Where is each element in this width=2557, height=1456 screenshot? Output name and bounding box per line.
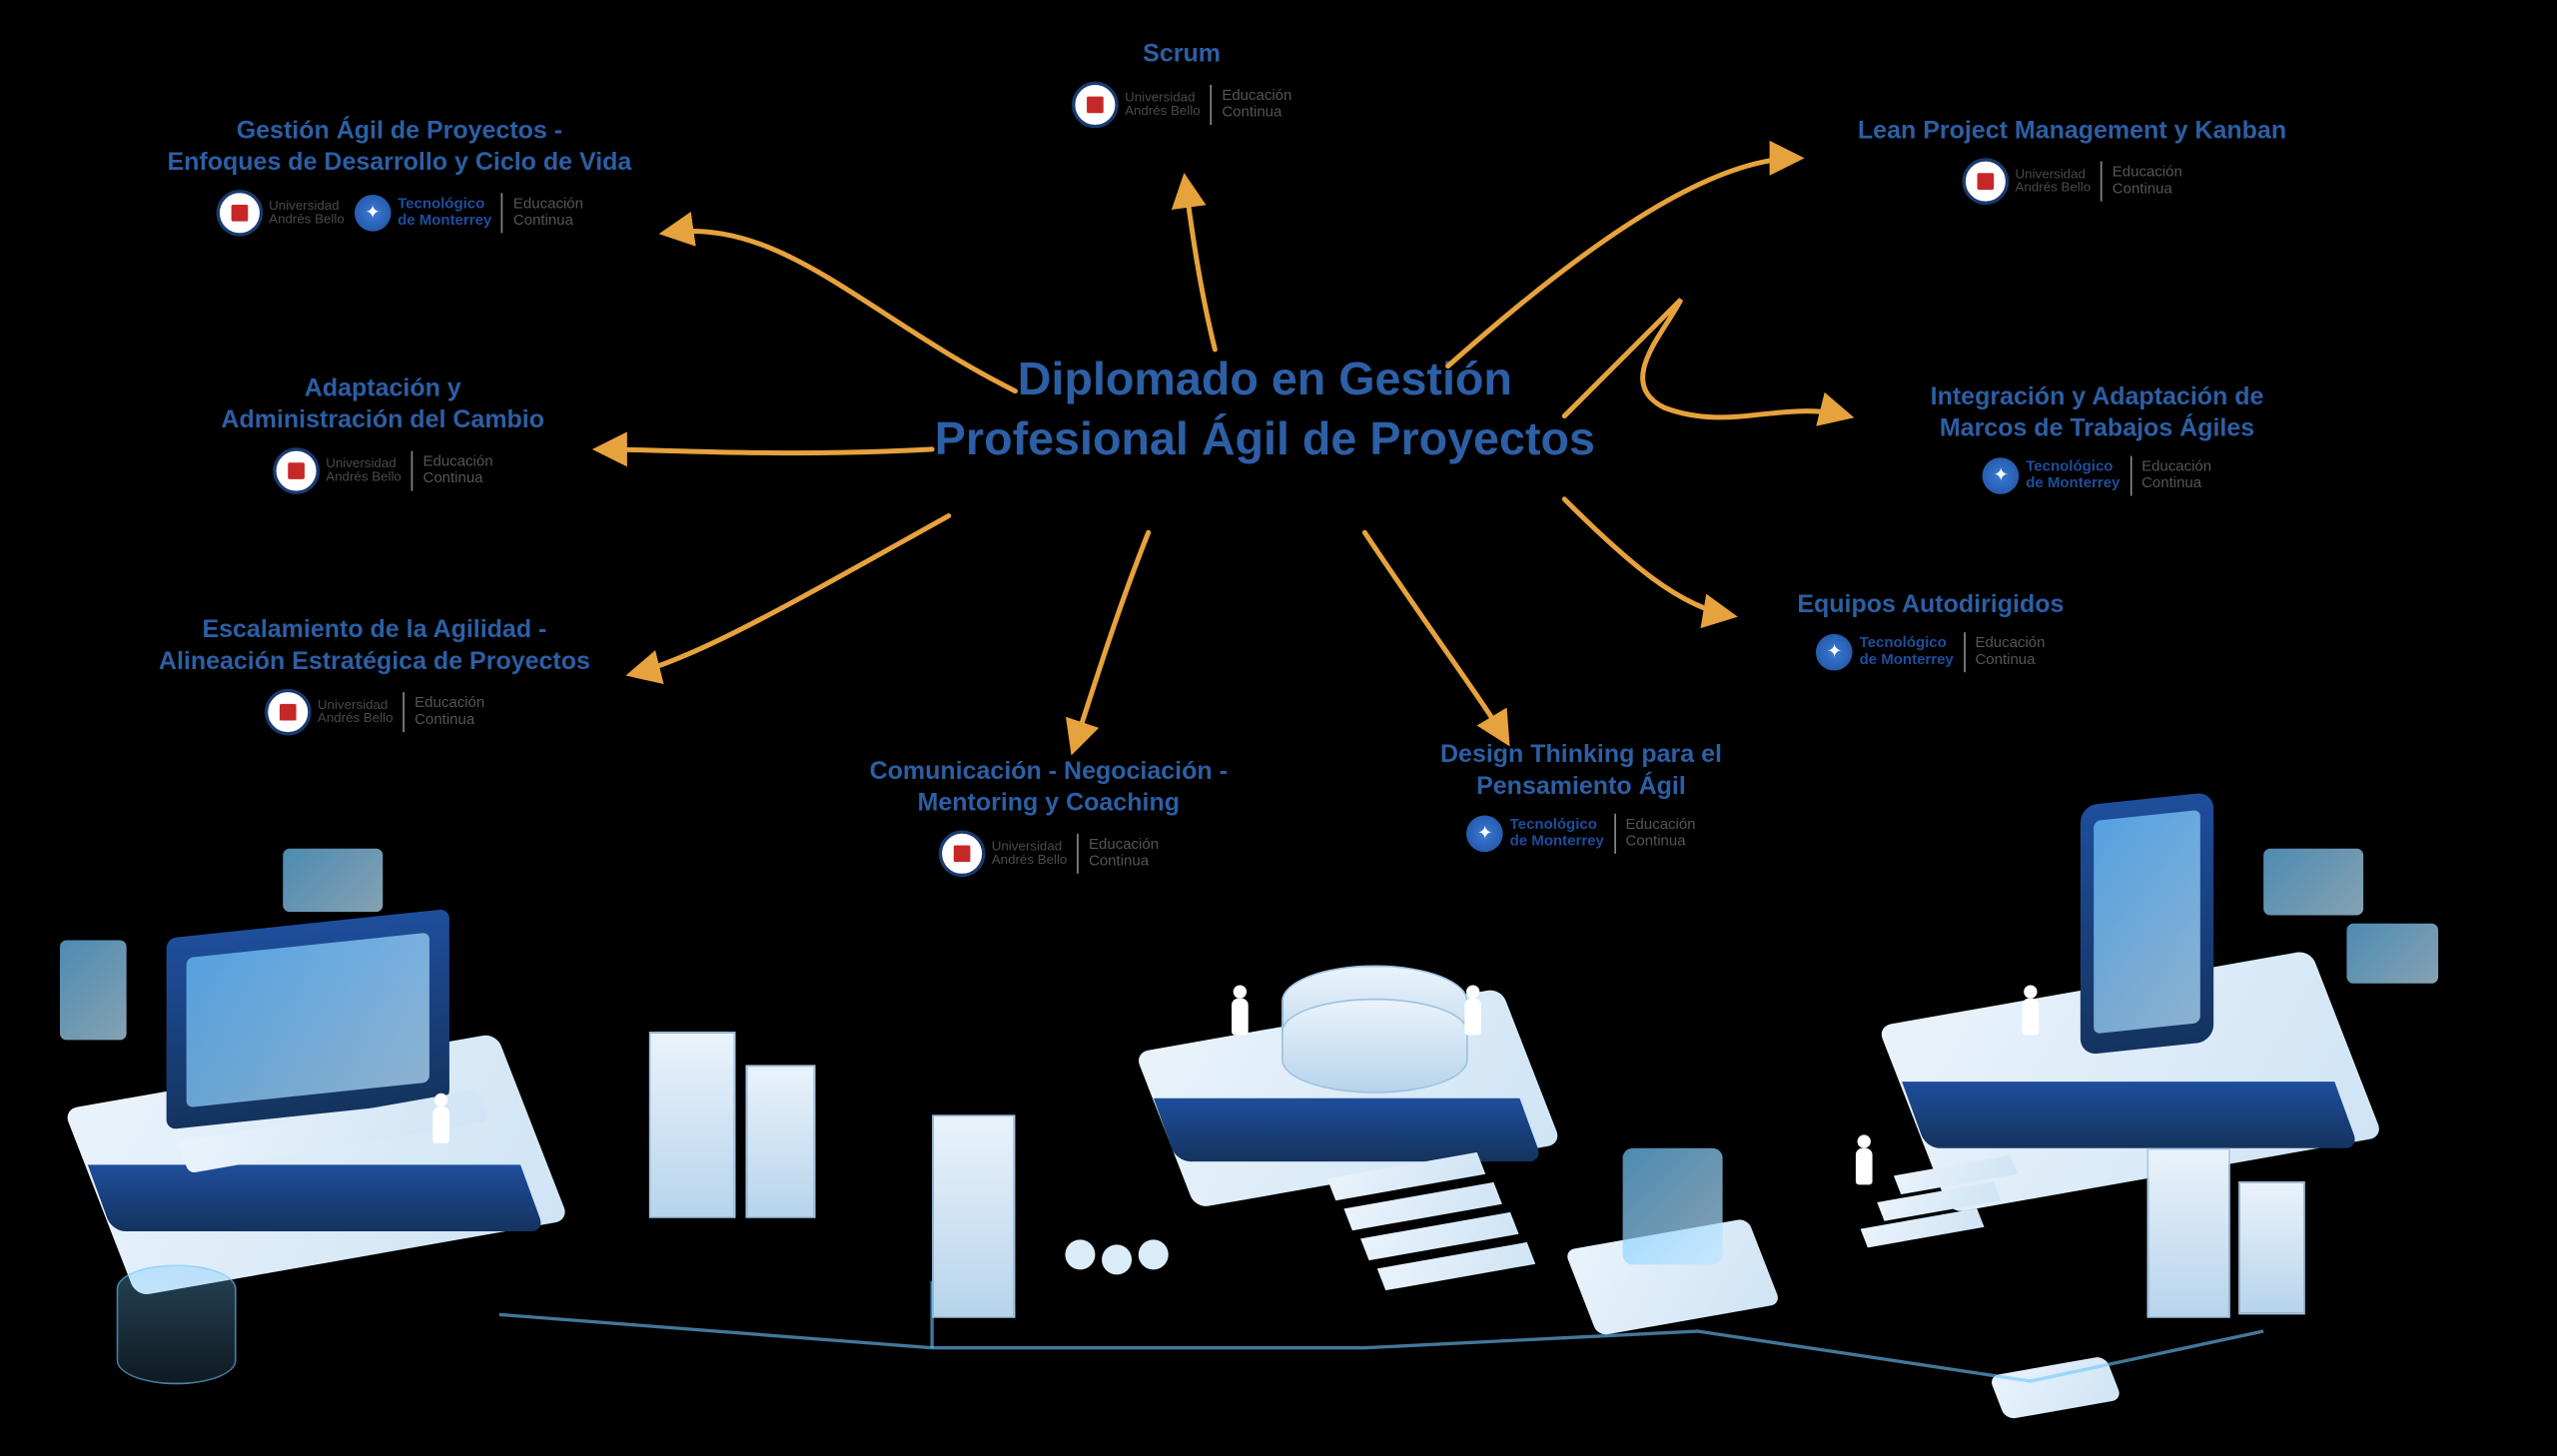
node-n4: Adaptación y Administración del Cambio U… [158, 374, 607, 493]
node-title: Escalamiento de la Agilidad - Alineación… [100, 616, 649, 678]
node-logos: UniversidadAndrés Bello ✦ Tecnológicode … [100, 189, 699, 236]
edu-continua-text: EducaciónContinua [1222, 88, 1291, 121]
node-n6: Equipos Autodirigidos ✦ Tecnológicode Mo… [1698, 591, 2164, 672]
uab-icon [265, 688, 312, 735]
tec-logo: ✦ Tecnológicode Monterrey [1466, 815, 1603, 852]
uab-text: UniversidadAndrés Bello [992, 840, 1068, 867]
logo-divider [1211, 85, 1213, 125]
tec-text: Tecnológicode Monterrey [1510, 816, 1604, 849]
uab-logo: UniversidadAndrés Bello [216, 189, 345, 236]
tec-text: Tecnológicode Monterrey [398, 196, 491, 229]
node-logos: UniversidadAndrés Bello EducaciónContinu… [158, 446, 607, 493]
logo-divider [412, 450, 414, 490]
uab-logo: UniversidadAndrés Bello [1072, 81, 1201, 128]
node-logos: UniversidadAndrés Bello EducaciónContinu… [1764, 158, 2380, 205]
tec-icon: ✦ [355, 194, 392, 231]
node-n7: Escalamiento de la Agilidad - Alineación… [100, 616, 649, 735]
node-title: Comunicación - Negociación - Mentoring y… [815, 757, 1281, 819]
uab-icon [1072, 81, 1119, 128]
tec-logo: ✦ Tecnológicode Monterrey [1983, 456, 2120, 493]
uab-icon [273, 446, 320, 493]
edu-continua-text: EducaciónContinua [1089, 836, 1159, 869]
node-title: Gestión Ágil de Proyectos - Enfoques de … [100, 117, 699, 179]
uab-icon [1962, 158, 2009, 205]
node-title: Equipos Autodirigidos [1698, 591, 2164, 622]
logo-divider [2130, 455, 2131, 495]
node-logos: ✦ Tecnológicode Monterrey EducaciónConti… [1698, 632, 2164, 672]
tec-text: Tecnológicode Monterrey [2026, 458, 2120, 491]
uab-text: UniversidadAndrés Bello [326, 456, 402, 483]
edu-continua-text: EducaciónContinua [2141, 458, 2211, 491]
logo-divider [1964, 632, 1966, 672]
node-title: Integración y Adaptación de Marcos de Tr… [1831, 382, 2363, 444]
tec-logo: ✦ Tecnológicode Monterrey [1816, 633, 1953, 670]
uab-text: UniversidadAndrés Bello [318, 698, 394, 725]
logo-divider [2101, 161, 2103, 201]
node-title: Design Thinking para el Pensamiento Ágil [1364, 740, 1797, 802]
uab-text: UniversidadAndrés Bello [269, 199, 345, 226]
logo-divider [404, 691, 406, 731]
node-logos: ✦ Tecnológicode Monterrey EducaciónConti… [1831, 455, 2363, 495]
node-title: Adaptación y Administración del Cambio [158, 374, 607, 436]
edu-continua-text: EducaciónContinua [513, 196, 583, 229]
node-title: Scrum [1049, 40, 1315, 71]
node-n8: Comunicación - Negociación - Mentoring y… [815, 757, 1281, 876]
node-logos: UniversidadAndrés Bello EducaciónContinu… [100, 688, 649, 735]
uab-logo: UniversidadAndrés Bello [1962, 158, 2091, 205]
node-n1: Gestión Ágil de Proyectos - Enfoques de … [100, 117, 699, 236]
node-title: Lean Project Management y Kanban [1764, 117, 2380, 148]
logo-divider [501, 192, 503, 232]
node-n2: Scrum UniversidadAndrés Bello EducaciónC… [1049, 40, 1315, 128]
uab-icon [938, 830, 985, 877]
logo-divider [1077, 833, 1079, 873]
logo-divider [1614, 813, 1616, 853]
tec-icon: ✦ [1466, 815, 1503, 852]
edu-continua-text: EducaciónContinua [1975, 635, 2045, 668]
node-n9: Design Thinking para el Pensamiento Ágil… [1364, 740, 1797, 852]
uab-logo: UniversidadAndrés Bello [265, 688, 394, 735]
uab-text: UniversidadAndrés Bello [2016, 168, 2092, 195]
node-n3: Lean Project Management y Kanban Univers… [1764, 117, 2380, 205]
edu-continua-text: EducaciónContinua [423, 453, 492, 486]
node-logos: UniversidadAndrés Bello EducaciónContinu… [815, 830, 1281, 877]
edu-continua-text: EducaciónContinua [415, 695, 484, 728]
tec-icon: ✦ [1983, 456, 2020, 493]
uab-text: UniversidadAndrés Bello [1125, 91, 1201, 118]
uab-logo: UniversidadAndrés Bello [938, 830, 1067, 877]
edu-continua-text: EducaciónContinua [2113, 165, 2182, 198]
uab-icon [216, 189, 263, 236]
tec-logo: ✦ Tecnológicode Monterrey [355, 194, 491, 231]
edu-continua-text: EducaciónContinua [1626, 816, 1696, 849]
node-logos: ✦ Tecnológicode Monterrey EducaciónConti… [1364, 813, 1797, 853]
tec-text: Tecnológicode Monterrey [1860, 635, 1954, 668]
node-n5: Integración y Adaptación de Marcos de Tr… [1831, 382, 2363, 494]
tec-icon: ✦ [1816, 633, 1853, 670]
node-logos: UniversidadAndrés Bello EducaciónContinu… [1049, 81, 1315, 128]
uab-logo: UniversidadAndrés Bello [273, 446, 402, 493]
